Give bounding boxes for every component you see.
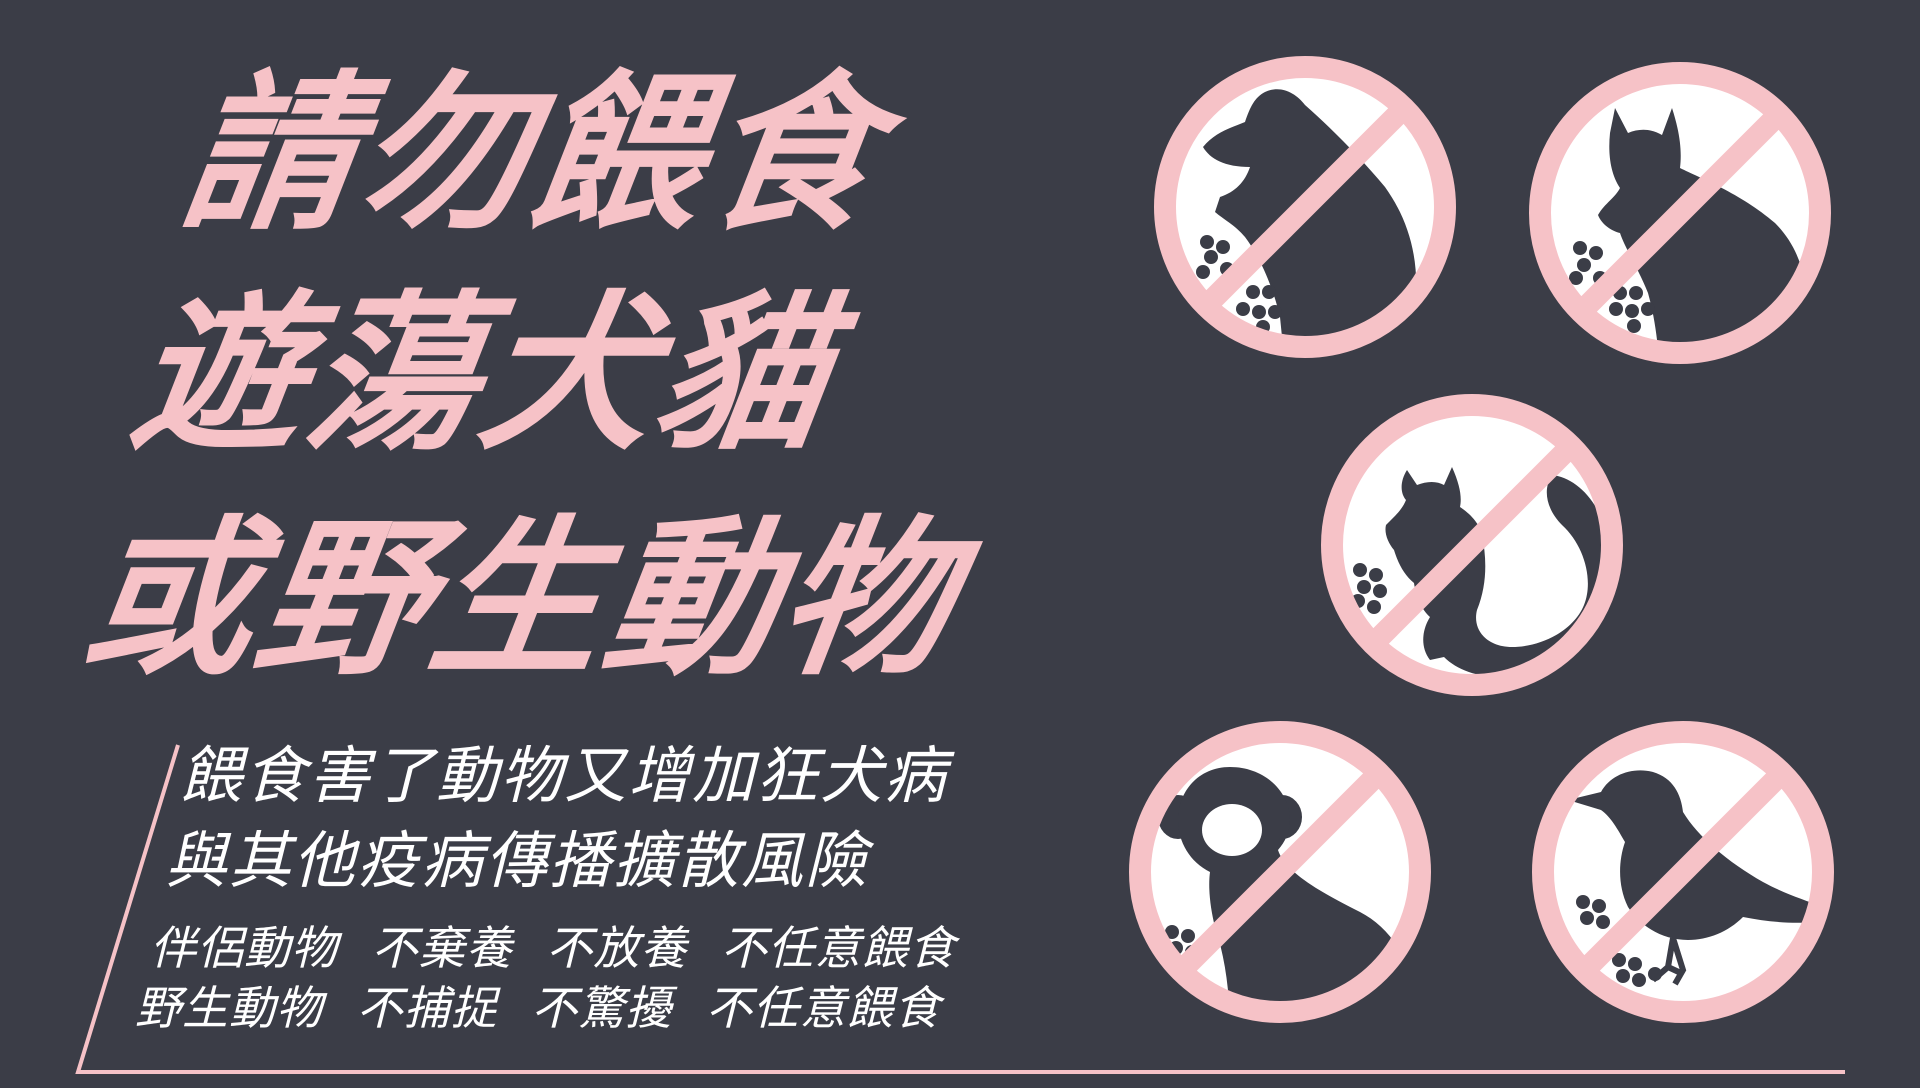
- no-feeding-bird-icon: [1532, 721, 1834, 1023]
- rules-line-2: 野生動物 不捕捉 不驚擾 不任意餵食: [135, 981, 941, 1035]
- no-feeding-bird-sign: [1523, 712, 1843, 1032]
- headline-line-2: 遊蕩犬貓: [121, 276, 845, 474]
- headline-line-3: 或野生動物: [71, 501, 969, 699]
- no-feeding-dog-sign: [1145, 47, 1465, 367]
- no-feeding-monkey-sign: [1120, 712, 1440, 1032]
- no-feeding-monkey-icon: [1129, 721, 1431, 1023]
- subtitle-line-1: 餵食害了動物又增加狂犬病: [180, 739, 949, 812]
- rules-line-1: 伴侶動物 不棄養 不放養 不任意餵食: [150, 921, 956, 975]
- headline-line-1: 請勿餵食: [171, 56, 895, 254]
- no-feeding-dog-icon: [1154, 56, 1456, 358]
- subtitle-line-2: 與其他疫病傳播擴散風險: [165, 824, 870, 897]
- no-feeding-squirrel-sign: [1312, 385, 1632, 705]
- no-feeding-cat-icon: [1529, 62, 1831, 364]
- no-feeding-cat-sign: [1520, 53, 1840, 373]
- no-feeding-squirrel-icon: [1321, 394, 1623, 696]
